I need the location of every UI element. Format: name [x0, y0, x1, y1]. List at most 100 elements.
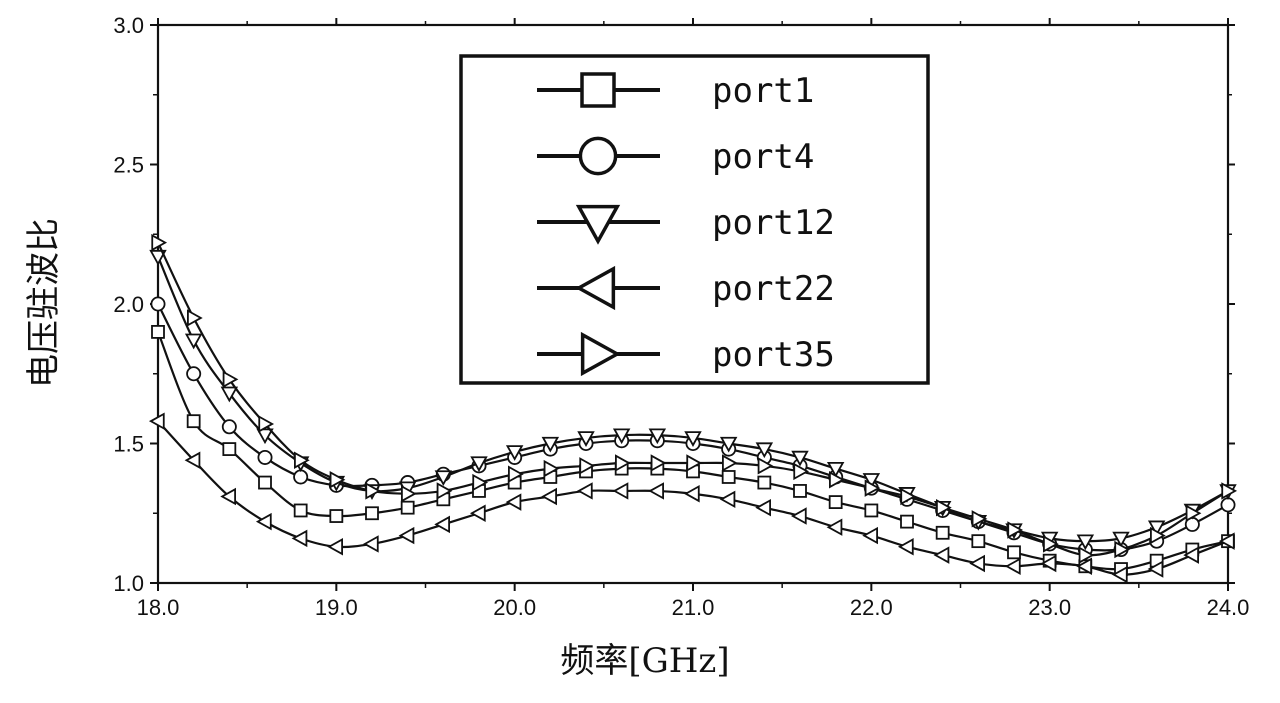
data-point-port35	[472, 473, 489, 492]
data-point-port35	[722, 454, 738, 472]
data-point-port1	[365, 506, 379, 521]
data-point-port1	[400, 500, 415, 515]
data-point-port35	[650, 454, 667, 472]
data-point-port22	[434, 515, 450, 534]
legend: port1 port4 port12 port22 port35	[459, 54, 930, 385]
y-tick-label: 1.5	[113, 432, 144, 457]
data-point-port22	[398, 526, 415, 545]
data-point-port4	[150, 296, 166, 312]
data-point-port4	[257, 449, 273, 465]
data-point-port12	[862, 473, 881, 489]
data-point-port22	[862, 526, 878, 545]
series-port22	[148, 412, 1235, 584]
data-point-port35	[151, 233, 168, 252]
data-point-port1	[222, 442, 237, 456]
data-point-port12	[755, 442, 774, 459]
data-point-port22	[505, 493, 522, 511]
legend-item-port4: port4	[537, 136, 814, 177]
y-tick-label: 3.0	[113, 13, 144, 38]
data-point-port1	[721, 470, 736, 484]
data-point-port22	[1040, 554, 1057, 573]
data-point-port4	[1220, 497, 1236, 513]
data-point-port1	[329, 509, 344, 523]
data-point-port22	[541, 487, 557, 506]
data-point-port22	[1218, 532, 1235, 550]
y-tick-label: 2.5	[113, 153, 144, 178]
x-tick-label: 20.0	[493, 595, 536, 620]
data-point-port1	[793, 484, 807, 498]
data-point-port35	[329, 471, 346, 489]
legend-label: port12	[712, 203, 835, 243]
data-point-port1	[900, 514, 914, 529]
data-point-port22	[148, 412, 165, 430]
data-point-port22	[1076, 557, 1092, 575]
data-point-port35	[401, 484, 417, 503]
data-point-port1	[864, 503, 879, 518]
data-point-port35	[686, 454, 703, 472]
legend-item-port12: port12	[537, 203, 835, 245]
x-tick-label: 22.0	[850, 595, 893, 620]
y-axis-title: 电压驻波比	[24, 218, 64, 388]
data-point-port4	[293, 469, 309, 485]
y-tick-label: 1.0	[113, 571, 144, 596]
legend-item-port1: port1	[537, 71, 814, 111]
data-point-port12	[1112, 531, 1130, 548]
legend-marker-triangle-right	[580, 331, 621, 377]
legend-item-port22: port22	[537, 265, 835, 311]
x-tick-label: 21.0	[672, 595, 715, 620]
data-point-port22	[933, 546, 950, 564]
data-point-port22	[969, 554, 985, 573]
data-point-port12	[434, 470, 453, 487]
data-point-port4	[221, 419, 237, 435]
data-point-port35	[936, 498, 952, 517]
x-tick-label: 23.0	[1028, 595, 1071, 620]
data-point-port12	[1076, 534, 1095, 551]
data-point-port35	[436, 482, 453, 500]
data-point-port35	[1114, 540, 1131, 559]
y-tick-label: 2.0	[113, 292, 144, 317]
x-tick-label: 19.0	[315, 595, 358, 620]
data-point-port12	[791, 450, 809, 467]
data-point-port12	[1147, 520, 1166, 537]
legend-label: port1	[712, 71, 814, 111]
data-point-port22	[220, 487, 236, 506]
legend-box	[459, 54, 930, 385]
data-point-port1	[757, 475, 772, 490]
data-point-port1	[293, 503, 308, 518]
data-point-port22	[719, 490, 736, 509]
data-point-port35	[1078, 546, 1095, 564]
data-point-port12	[719, 436, 738, 453]
series-port35	[151, 233, 1238, 564]
data-point-port35	[971, 510, 988, 528]
data-point-port35	[579, 457, 596, 475]
data-point-port12	[648, 428, 667, 445]
legend-item-port35: port35	[537, 331, 835, 377]
data-point-port12	[220, 386, 239, 403]
data-point-port12	[256, 428, 274, 445]
data-point-port12	[184, 333, 203, 350]
data-point-port12	[684, 431, 702, 447]
data-point-port22	[576, 482, 593, 500]
data-point-port35	[1043, 535, 1059, 553]
data-point-port22	[683, 484, 700, 503]
data-point-port22	[755, 498, 771, 517]
data-point-port35	[900, 487, 917, 506]
data-point-port22	[1147, 560, 1164, 578]
data-point-port4	[186, 366, 202, 382]
data-point-port35	[187, 309, 203, 327]
data-point-port35	[1185, 504, 1202, 522]
data-point-port35	[829, 471, 845, 489]
data-point-port35	[615, 454, 631, 472]
data-point-port22	[612, 482, 629, 500]
data-point-port12	[612, 428, 631, 445]
data-point-port1	[151, 324, 165, 339]
data-point-port22	[648, 482, 664, 500]
data-point-port22	[1183, 546, 1199, 564]
data-point-port1	[1007, 545, 1021, 560]
data-point-port35	[757, 457, 774, 475]
data-point-port22	[362, 535, 379, 553]
data-point-port22	[790, 507, 807, 525]
data-point-port1	[935, 525, 950, 540]
data-point-port12	[826, 461, 845, 478]
